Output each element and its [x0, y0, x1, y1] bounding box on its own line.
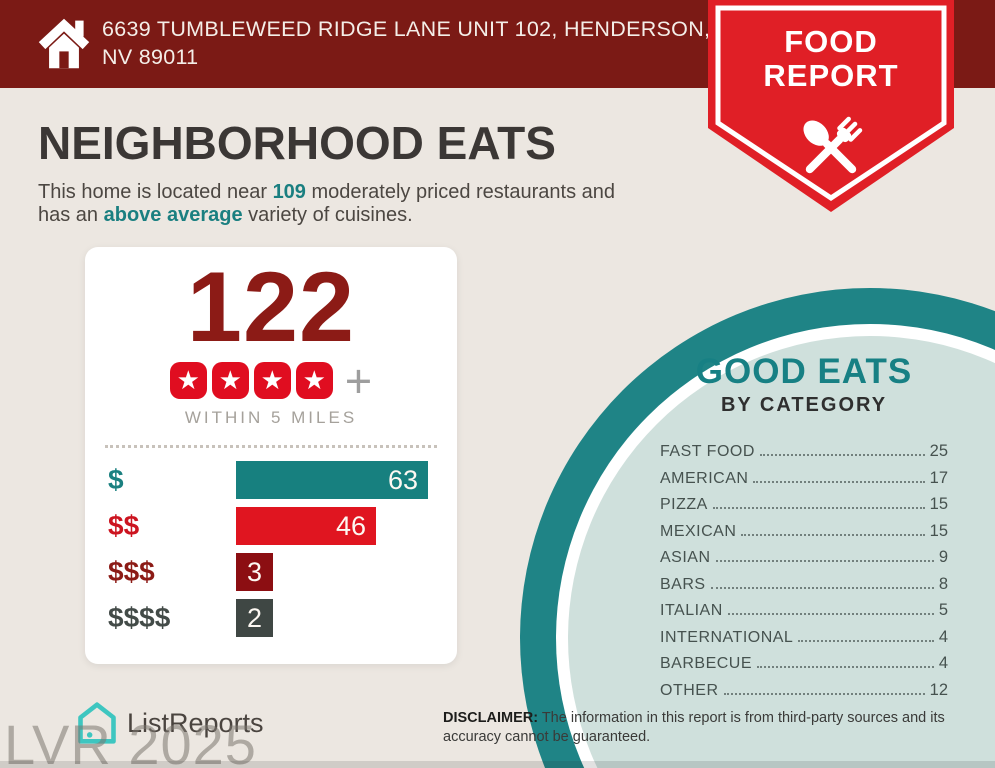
category-value: 4 [938, 627, 948, 646]
category-row: OTHER 12 [660, 681, 948, 708]
intro-text-4: variety of cuisines. [242, 203, 413, 226]
crossed-spoon-fork-icon [803, 116, 863, 174]
intro-text-3: has an [38, 203, 104, 226]
plus-icon: + [344, 353, 373, 407]
star-icon: ★ [211, 362, 249, 399]
category-label: INTERNATIONAL [660, 628, 794, 646]
category-value: 8 [938, 574, 948, 593]
category-row: ITALIAN 5 [660, 601, 948, 628]
star-icon: ★ [169, 362, 207, 399]
dotted-leader [712, 507, 925, 509]
category-value: 15 [929, 495, 948, 513]
category-value: 15 [929, 521, 948, 540]
dotted-leader [723, 692, 925, 695]
category-value: 25 [929, 442, 948, 460]
home-icon [38, 18, 90, 69]
category-row: BARBECUE 4 [660, 654, 948, 681]
ribbon-title-line1: FOOD [784, 24, 878, 59]
category-value: 9 [938, 548, 948, 566]
food-report-ribbon: FOOD REPORT [708, 0, 954, 212]
category-value: 17 [929, 468, 948, 487]
category-row: MEXICAN 15 [660, 522, 948, 549]
restaurant-count-highlight: 109 [272, 181, 306, 203]
restaurant-summary-card: 122 ★ ★ ★ ★ + WITHIN 5 MILES $ 63 $$ 46 … [85, 247, 457, 664]
dotted-leader [710, 586, 934, 589]
listreports-logo: ListReports [76, 701, 264, 745]
price-tier-row: $$ 46 [108, 507, 457, 545]
category-row: INTERNATIONAL 4 [660, 628, 948, 655]
price-tier-row: $$$$ 2 [108, 599, 457, 637]
category-label: BARS [660, 575, 706, 593]
bar-value: 63 [387, 464, 418, 495]
disclaimer: DISCLAIMER: The information in this repo… [443, 709, 995, 747]
dotted-leader [798, 639, 934, 642]
page-title: NEIGHBORHOOD EATS [38, 117, 556, 169]
intro-text-1: This home is located near [38, 181, 273, 203]
dotted-leader [757, 666, 934, 668]
category-label: FAST FOOD [660, 443, 755, 460]
price-tier-row: $ 63 [108, 461, 457, 499]
dotted-leader [715, 560, 934, 562]
property-address: 6639 TUMBLEWEED RIDGE LANE UNIT 102, HEN… [102, 15, 710, 71]
category-label: BARBECUE [660, 655, 753, 672]
listreports-logo-text: ListReports [127, 707, 264, 738]
category-value: 4 [938, 654, 948, 672]
dotted-leader [727, 613, 934, 615]
price-tier-bar: 63 [236, 461, 428, 499]
star-icon: ★ [253, 362, 291, 399]
category-row: BARS 8 [660, 575, 948, 602]
disclaimer-label: DISCLAIMER: [443, 710, 539, 726]
ribbon-title-line2: REPORT [763, 58, 898, 93]
address-line-1: 6639 TUMBLEWEED RIDGE LANE UNIT 102, HEN… [102, 17, 711, 41]
price-tier-label: $$$$ [108, 602, 171, 633]
category-label: OTHER [660, 681, 719, 699]
bar-value: 46 [335, 510, 366, 541]
intro-paragraph: This home is located near 109 moderately… [38, 181, 718, 226]
category-value: 5 [938, 601, 948, 619]
good-eats-subtitle: BY CATEGORY [720, 394, 888, 416]
price-tier-bar: 3 [236, 553, 273, 591]
price-tier-row: $$$ 3 [108, 553, 457, 591]
intro-text-2: moderately priced restaurants and [305, 181, 615, 203]
category-label: MEXICAN [660, 522, 737, 540]
category-label: ASIAN [660, 549, 711, 566]
category-label: ITALIAN [660, 602, 723, 619]
disclaimer-text: The information in this report is from t… [443, 710, 945, 745]
address-line-2: NV 89011 [102, 45, 199, 69]
category-row: FAST FOOD 25 [660, 442, 948, 469]
category-row: AMERICAN 17 [660, 469, 948, 496]
good-eats-panel: GOOD EATS BY CATEGORY FAST FOOD 25 AMERIC… [660, 352, 948, 707]
price-tier-label: $$$ [108, 556, 155, 587]
category-value: 12 [929, 680, 948, 699]
restaurant-count: 122 [186, 251, 356, 362]
good-eats-title: GOOD EATS [695, 352, 913, 391]
star-rating: ★ ★ ★ ★ + [85, 353, 457, 407]
price-tier-label: $$ [108, 510, 140, 541]
price-tier-bar-chart: $ 63 $$ 46 $$$ 3 $$$$ 2 [85, 461, 457, 637]
price-tier-bar: 46 [236, 507, 376, 545]
category-row: ASIAN 9 [660, 548, 948, 575]
bottom-edge-shadow [0, 761, 995, 768]
bar-value: 3 [246, 556, 263, 587]
category-row: PIZZA 15 [660, 495, 948, 522]
category-label: AMERICAN [660, 469, 749, 487]
star-icon: ★ [295, 362, 333, 399]
category-list: FAST FOOD 25 AMERICAN 17 PIZZA 15 MEXICAN 15… [660, 442, 948, 707]
listreports-pentagon-icon [78, 702, 116, 744]
price-tier-bar: 2 [236, 599, 273, 637]
dotted-leader [753, 480, 925, 483]
lvr-watermark: LVR 2025 [4, 713, 257, 768]
dotted-leader [759, 454, 925, 456]
price-tier-label: $ [108, 464, 124, 495]
bar-value: 2 [246, 602, 263, 633]
dotted-divider [105, 445, 437, 448]
variety-highlight: above average [103, 203, 243, 226]
radius-label: WITHIN 5 MILES [184, 408, 358, 427]
category-label: PIZZA [660, 496, 708, 513]
dotted-leader [741, 533, 925, 536]
